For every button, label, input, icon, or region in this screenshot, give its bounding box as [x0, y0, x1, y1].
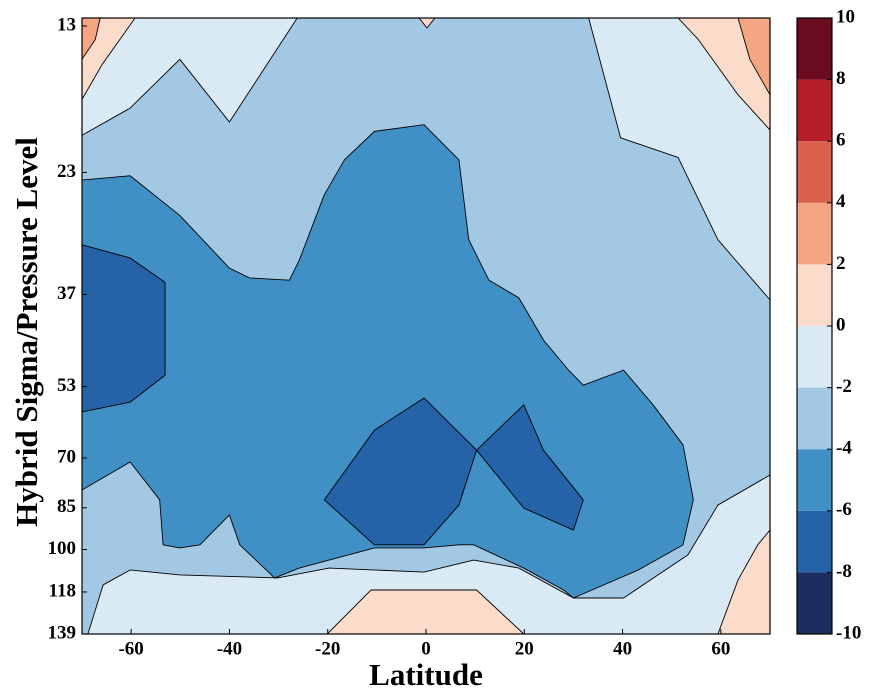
colorbar-segment [797, 387, 832, 450]
y-tick-label: 53 [57, 375, 76, 396]
contour-region [717, 529, 770, 634]
y-tick-label: 100 [48, 538, 77, 559]
y-tick-label: 13 [57, 14, 76, 35]
contour-region [82, 18, 101, 60]
contour-region [82, 18, 298, 136]
colorbar-tick-label: -10 [836, 622, 861, 643]
colorbar-segment [797, 510, 832, 573]
contour-layer [82, 18, 770, 634]
contour-region [588, 18, 770, 301]
contour-region [326, 589, 525, 634]
y-tick-label: 23 [57, 161, 76, 182]
x-tick-label: -60 [118, 638, 143, 659]
colorbar-tick-label: -2 [836, 376, 852, 397]
x-tick-label: 60 [711, 638, 730, 659]
x-tick-label: -20 [315, 638, 340, 659]
colorbar-segment [797, 18, 832, 80]
y-tick-label: 139 [48, 622, 77, 643]
y-axis-title: Hybrid Sigma/Pressure Level [9, 137, 44, 527]
colorbar-tick-label: 8 [836, 68, 846, 89]
colorbar-tick-label: -4 [836, 438, 852, 459]
contour-region [82, 244, 166, 413]
contour-region [87, 474, 770, 634]
colorbar-tick-label: 0 [836, 314, 846, 335]
colorbar-tick-label: -8 [836, 561, 852, 582]
contour-region [323, 397, 478, 546]
colorbar-segment [797, 141, 832, 203]
colorbar-tick-label: 6 [836, 130, 846, 151]
x-tick-label: 0 [421, 638, 431, 659]
colorbar-tick-label: -6 [836, 499, 852, 520]
colorbar-segment [797, 572, 832, 634]
colorbar-segment [797, 79, 832, 142]
y-tick-label: 37 [57, 283, 77, 304]
colorbar-tick-label: 4 [836, 191, 846, 212]
colorbar-segment [797, 449, 832, 511]
colorbar-tick-label: 2 [836, 253, 846, 274]
x-tick-label: 40 [613, 638, 632, 659]
colorbar-segment [797, 264, 832, 326]
colorbar-tick-label: 10 [836, 6, 855, 27]
y-tick-label: 85 [57, 496, 76, 517]
contour-region [476, 404, 584, 531]
colorbar-segment [797, 326, 832, 388]
contour-region [737, 18, 770, 96]
x-tick-label: 20 [515, 638, 534, 659]
y-tick-label: 70 [57, 446, 76, 467]
contour-region [418, 18, 436, 29]
y-tick-label: 118 [49, 580, 76, 601]
x-axis-title: Latitude [369, 657, 483, 691]
colorbar-segment [797, 202, 832, 265]
x-tick-label: -40 [217, 638, 242, 659]
